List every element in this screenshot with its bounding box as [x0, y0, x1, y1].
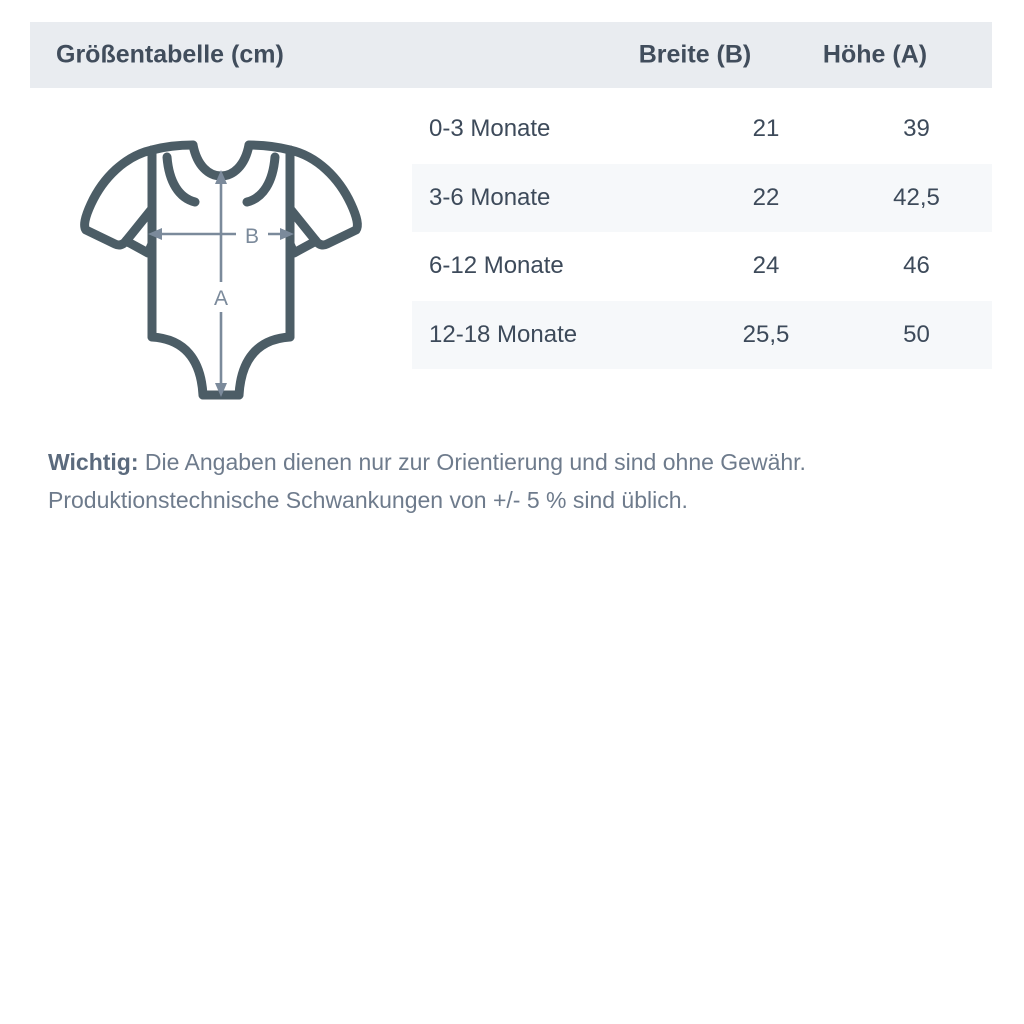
- column-header-height: Höhe (A): [822, 40, 928, 69]
- arrowhead-up: [215, 170, 227, 184]
- cell-width: 22: [752, 183, 780, 211]
- disclaimer-line-2: Produktionstechnische Schwankungen von +…: [48, 487, 688, 513]
- cell-width: 25,5: [742, 320, 790, 348]
- disclaimer-lead: Wichtig:: [48, 449, 139, 475]
- arrowhead-down: [215, 383, 227, 397]
- column-header-width: Breite (B): [638, 40, 752, 69]
- arrowhead-right: [280, 228, 294, 240]
- cell-size: 12-18 Monate: [429, 320, 578, 348]
- size-table-body: 0-3 Monate 21 39 3-6 Monate 22 42,5 6-12…: [412, 95, 992, 369]
- table-row: 0-3 Monate 21 39: [412, 95, 992, 164]
- disclaimer-line-1: Die Angaben dienen nur zur Orientierung …: [138, 449, 806, 475]
- bodysuit-diagram: B A: [55, 122, 385, 417]
- cell-height: 46: [903, 252, 930, 280]
- table-row: 3-6 Monate 22 42,5: [412, 163, 992, 232]
- arrowhead-left: [148, 228, 162, 240]
- measurement-arrows: [155, 177, 287, 390]
- cell-width: 24: [752, 252, 780, 280]
- cell-height: 50: [903, 320, 930, 348]
- cell-height: 42,5: [893, 183, 940, 211]
- label-width: B: [245, 225, 259, 248]
- table-row: 6-12 Monate 24 46: [412, 232, 992, 301]
- table-header-band: Größentabelle (cm) Breite (B) Höhe (A): [30, 22, 992, 88]
- page-title: Größentabelle (cm): [56, 40, 284, 69]
- arrowheads: [148, 170, 294, 397]
- disclaimer-note: Wichtig: Die Angaben dienen nur zur Orie…: [48, 443, 978, 519]
- cell-size: 0-3 Monate: [429, 115, 551, 143]
- label-height: A: [214, 287, 228, 310]
- table-row: 12-18 Monate 25,5 50: [412, 300, 992, 369]
- cell-height: 39: [903, 115, 930, 143]
- cell-size: 3-6 Monate: [429, 183, 551, 211]
- cell-size: 6-12 Monate: [429, 252, 564, 280]
- cell-width: 21: [752, 115, 780, 143]
